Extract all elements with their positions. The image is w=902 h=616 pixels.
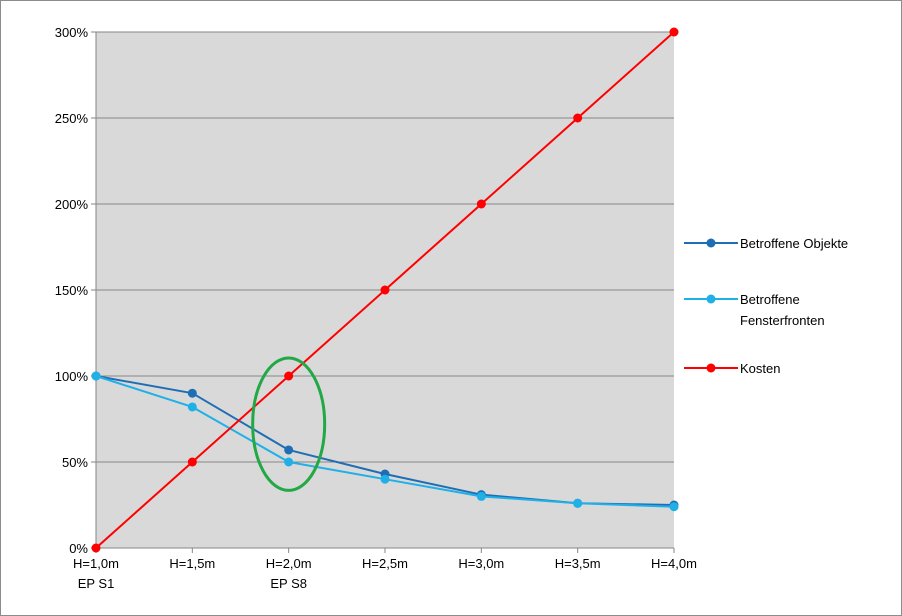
data-point — [669, 502, 679, 512]
data-point — [284, 445, 294, 455]
legend-label: Betroffene — [740, 292, 800, 307]
y-tick-label: 150% — [55, 283, 89, 298]
x-tick-label: H=2,0m — [266, 556, 312, 571]
data-point — [573, 498, 583, 508]
data-point — [476, 491, 486, 501]
data-point — [187, 388, 197, 398]
data-point — [91, 543, 101, 553]
x-tick-label: H=4,0m — [651, 556, 697, 571]
x-tick-label: H=3,5m — [555, 556, 601, 571]
x-tick-label: H=1,5m — [169, 556, 215, 571]
x-tick-sublabel: EP S1 — [78, 576, 115, 591]
legend-label: Fensterfronten — [740, 313, 825, 328]
y-axis-tick-labels: 0% 50% 100% 150% 200% 250% 300% — [55, 25, 89, 556]
x-tick-label: H=3,0m — [458, 556, 504, 571]
highlight-ellipse — [251, 356, 327, 492]
x-axis-tick-labels: H=1,0m EP S1 H=1,5m H=2,0m EP S8 H=2,5m H=3,0m… — [73, 556, 697, 591]
legend-marker — [706, 294, 716, 304]
y-tick-label: 200% — [55, 197, 89, 212]
y-tick-label: 250% — [55, 111, 89, 126]
x-tick-label: H=1,0m — [73, 556, 119, 571]
data-point — [91, 371, 101, 381]
y-tick-label: 300% — [55, 25, 89, 40]
data-point — [669, 27, 679, 37]
x-tick-sublabel: EP S8 — [270, 576, 307, 591]
data-point — [573, 113, 583, 123]
y-tick-label: 50% — [62, 455, 88, 470]
legend-label: Kosten — [740, 361, 780, 376]
legend-marker — [706, 238, 716, 248]
annotations — [251, 356, 327, 492]
x-tick-label: H=2,5m — [362, 556, 408, 571]
legend-marker — [706, 363, 716, 373]
y-tick-label: 0% — [69, 541, 88, 556]
data-point — [187, 402, 197, 412]
data-point — [284, 371, 294, 381]
data-point — [476, 199, 486, 209]
data-point — [187, 457, 197, 467]
data-point — [284, 457, 294, 467]
y-tick-label: 100% — [55, 369, 89, 384]
legend: Betroffene Objekte Betroffene Fensterfront… — [684, 236, 848, 376]
data-point — [380, 474, 390, 484]
legend-label: Betroffene Objekte — [740, 236, 848, 251]
data-point — [380, 285, 390, 295]
series-lines — [91, 27, 679, 553]
